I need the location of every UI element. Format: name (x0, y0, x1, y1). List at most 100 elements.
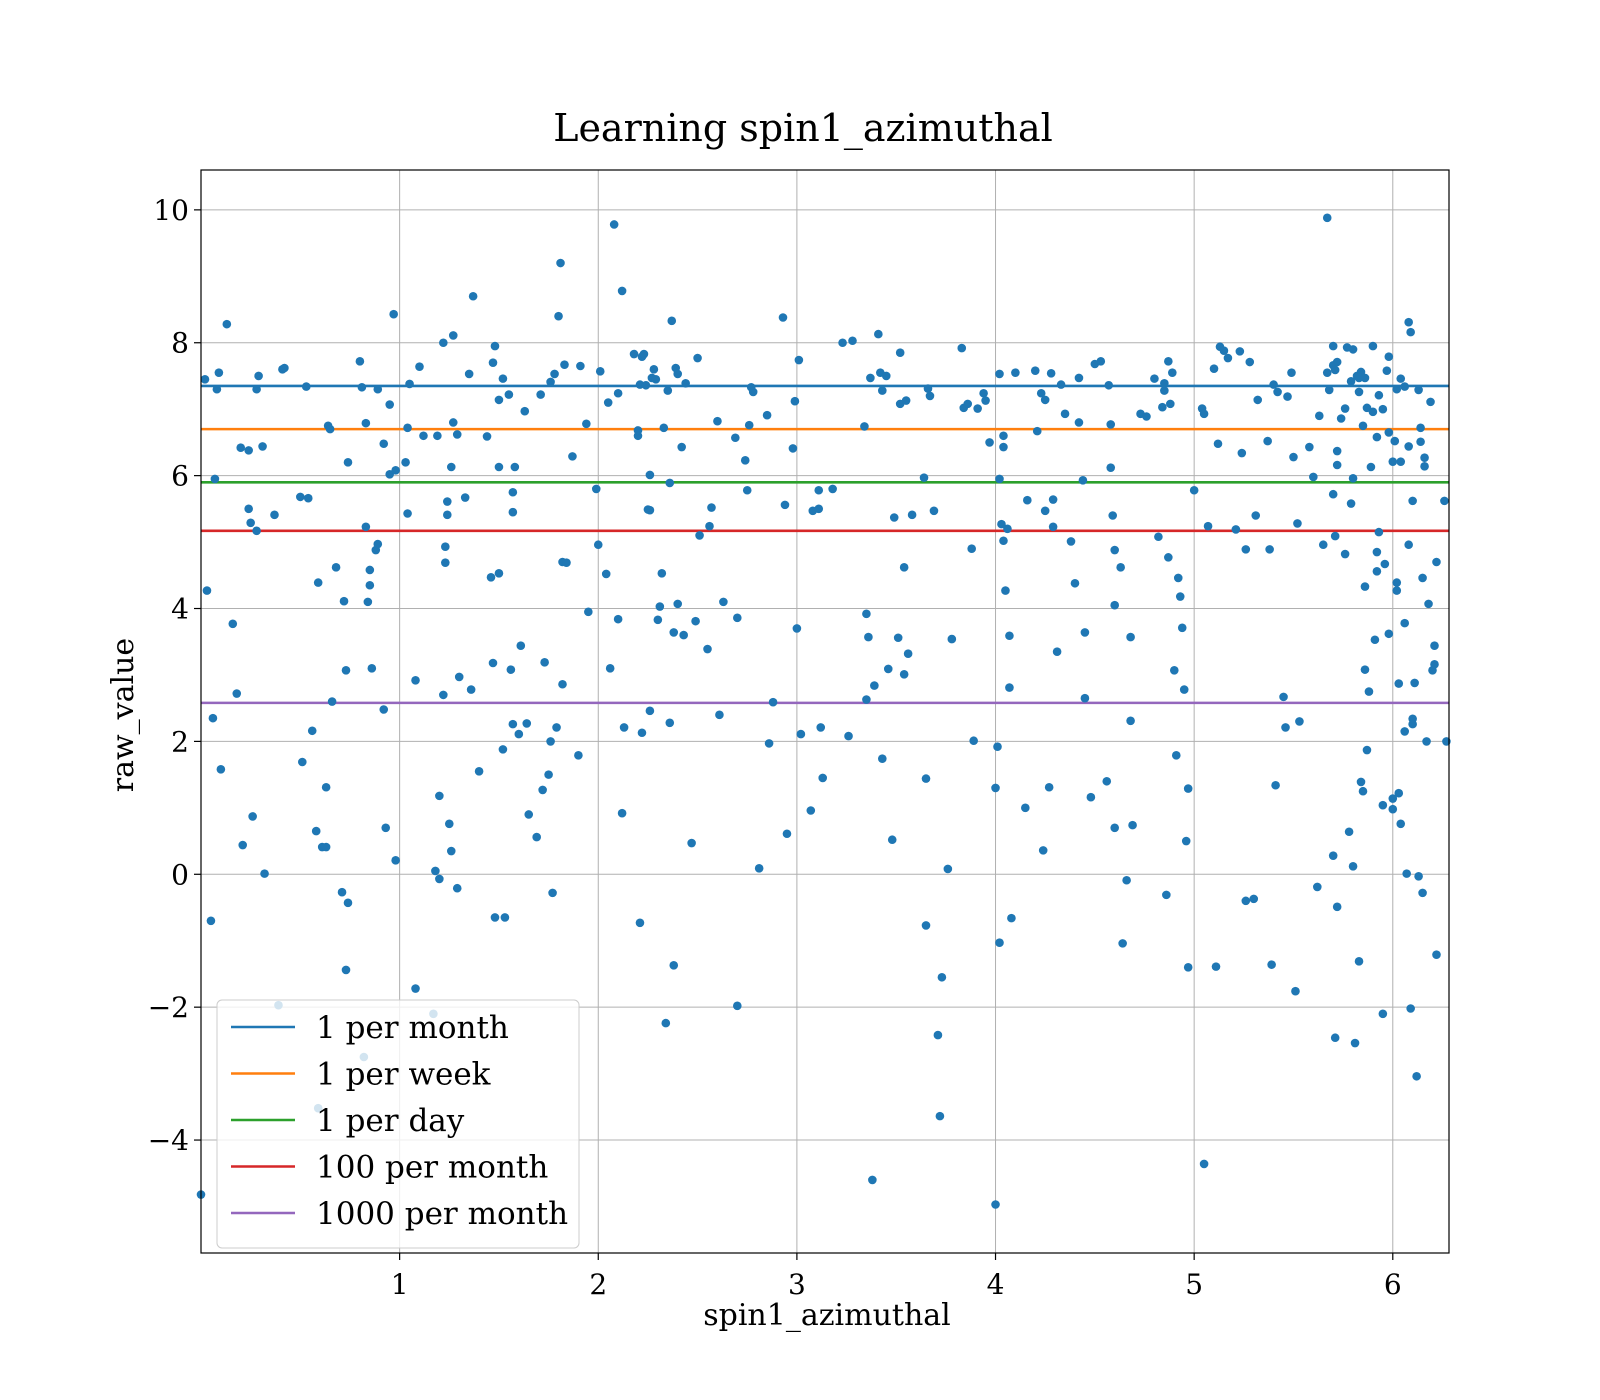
scatter-point (1382, 366, 1392, 375)
scatter-point (1396, 457, 1406, 466)
scatter-point (1279, 692, 1288, 702)
legend-label: 1 per month (316, 1010, 509, 1046)
scatter-point (814, 504, 824, 514)
scatter-point (1396, 819, 1406, 829)
scatter-point (419, 431, 428, 441)
scatter-point (715, 710, 724, 720)
scatter-point (1007, 913, 1016, 923)
scatter-point (343, 458, 353, 467)
scatter-point (361, 522, 371, 532)
scatter-point (1287, 368, 1296, 377)
scatter-point (742, 485, 752, 495)
scatter-point (1122, 875, 1131, 885)
scatter-point (433, 431, 442, 441)
scatter-point (1348, 862, 1358, 871)
scatter-point (576, 361, 585, 371)
scatter-point (1154, 532, 1163, 542)
scatter-point (1251, 511, 1261, 520)
scatter-point (1283, 392, 1292, 401)
scatter-point (1080, 693, 1090, 703)
scatter-point (1011, 368, 1020, 377)
scatter-point (248, 812, 257, 821)
scatter-point (379, 705, 389, 714)
scatter-point (1295, 717, 1304, 726)
scatter-point (280, 363, 289, 373)
scatter-point (296, 492, 305, 502)
scatter-point (244, 446, 253, 455)
scatter-point (1360, 665, 1370, 674)
scatter-point (794, 355, 804, 365)
scatter-point (494, 395, 504, 405)
scatter-point (883, 664, 893, 674)
scatter-point (405, 379, 414, 389)
scatter-point (1354, 373, 1364, 383)
scatter-point (520, 406, 530, 416)
scatter-point (452, 430, 462, 439)
scatter-point (1392, 586, 1402, 595)
scatter-point (1418, 888, 1427, 898)
y-axis-ticks: −4 −2 0 2 4 6 8 10 (148, 194, 201, 1157)
scatter-point (1040, 395, 1050, 405)
scatter-point (498, 374, 508, 383)
scatter-point (969, 736, 978, 746)
scatter-point (435, 791, 444, 801)
scatter-point (1104, 380, 1114, 390)
scatter-point (929, 506, 939, 516)
scatter-point (866, 373, 875, 383)
scatter-point (1080, 628, 1090, 637)
scatter-point (444, 819, 454, 829)
scatter-point (1332, 902, 1342, 912)
scatter-point (379, 439, 389, 449)
scatter-point (1231, 525, 1241, 534)
scatter-point (1005, 631, 1014, 641)
scatter-point (782, 829, 792, 839)
scatter-point (764, 739, 774, 748)
scatter-point (981, 396, 990, 405)
scatter-point (1189, 485, 1199, 495)
scatter-point (582, 419, 591, 429)
scatter-point (222, 319, 232, 329)
scatter-point (629, 349, 639, 359)
scatter-point (339, 596, 349, 606)
scatter-point (307, 726, 317, 736)
scatter-point (1032, 426, 1042, 436)
scatter-point (1106, 463, 1116, 472)
scatter-point (1344, 827, 1354, 837)
scatter-point (645, 505, 655, 515)
scatter-point (584, 607, 593, 617)
scatter-point (448, 331, 458, 340)
scatter-point (522, 719, 532, 728)
scatter-point (780, 500, 790, 510)
scatter-point (1005, 683, 1014, 692)
scatter-point (202, 586, 212, 595)
scatter-point (1356, 777, 1366, 787)
scatter-point (1263, 436, 1272, 446)
scatter-point (899, 563, 909, 572)
scatter-point (385, 400, 394, 409)
scatter-point (488, 658, 498, 668)
scatter-point (844, 731, 853, 741)
scatter-point (659, 423, 669, 433)
scatter-point (1372, 432, 1382, 442)
scatter-point (601, 569, 611, 579)
scatter-point (411, 984, 420, 993)
y-tick-label: 4 (171, 593, 189, 626)
scatter-point (546, 377, 555, 387)
scatter-point (540, 658, 549, 667)
scatter-point (441, 558, 450, 567)
scatter-point (431, 866, 440, 876)
scatter-point (1330, 1033, 1340, 1043)
scatter-point (693, 353, 702, 363)
scatter-point (733, 613, 742, 623)
scatter-point (1313, 882, 1322, 892)
scatter-point (695, 531, 704, 540)
scatter-point (1416, 437, 1425, 447)
scatter-point (1328, 489, 1338, 499)
scatter-point (889, 513, 899, 522)
scatter-point (999, 536, 1008, 546)
scatter-point (446, 462, 456, 472)
scatter-point (1118, 939, 1127, 948)
scatter-point (415, 362, 424, 371)
scatter-point (1305, 442, 1314, 452)
scatter-point (298, 757, 307, 767)
